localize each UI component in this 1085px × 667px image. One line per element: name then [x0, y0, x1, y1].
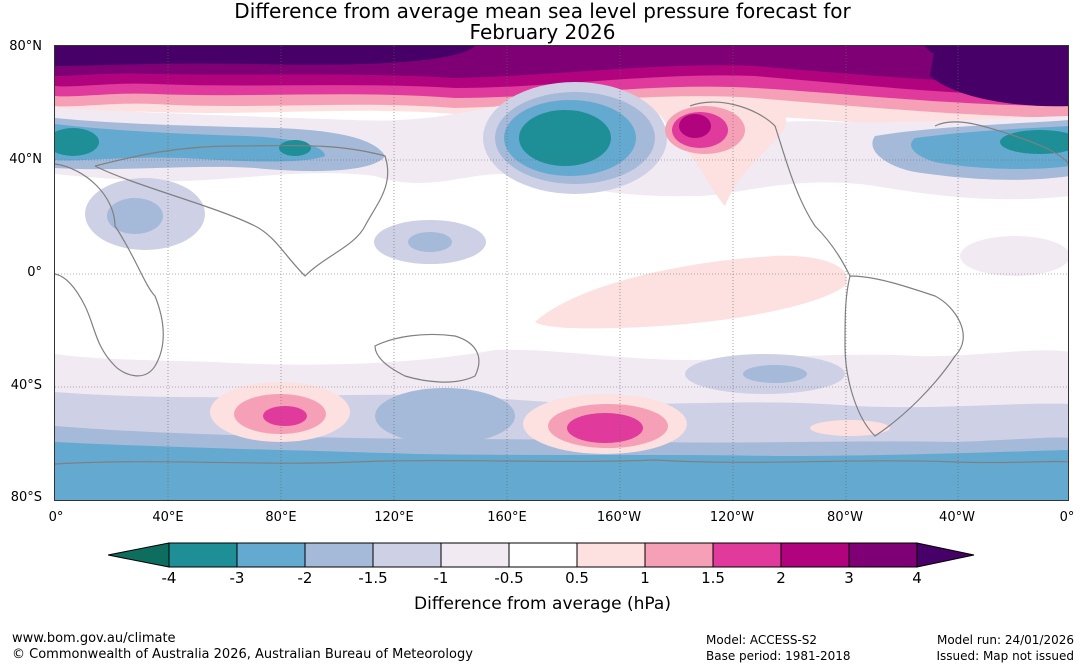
model-run: Model run: 24/01/2026 [936, 633, 1074, 647]
cb-label: 1 [640, 569, 650, 587]
colorbar-cell [848, 542, 918, 568]
lon-label-80w: 80°W [827, 510, 863, 525]
lon-label-80e: 80°E [265, 510, 297, 525]
colorbar-cell [372, 542, 442, 568]
lon-label-40w: 40°W [939, 510, 975, 525]
cb-label: -3 [229, 569, 245, 587]
cb-label: 1.5 [701, 569, 725, 587]
lon-label-120w: 120°W [709, 510, 755, 525]
south-negative-band-3 [55, 442, 1068, 500]
colorbar-cell [644, 542, 714, 568]
colorbar-cell [168, 542, 238, 568]
lat-label-40n: 40°N [9, 152, 42, 167]
model-name: Model: ACCESS-S2 [706, 633, 818, 647]
cb-label: 0.5 [565, 569, 589, 587]
coastlines [55, 101, 1068, 465]
cb-label: -4 [161, 569, 177, 587]
pressure-anomaly-map [54, 45, 1069, 501]
map-title-line2: February 2026 [469, 20, 616, 44]
cb-label: -1.5 [358, 569, 388, 587]
north-low-asia [279, 140, 311, 156]
lat-label-40s: 40°S [10, 378, 42, 393]
colorbar-cell [304, 542, 374, 568]
colorbar-cell [780, 542, 850, 568]
graticule [55, 46, 1068, 500]
colorbar-extend-high [916, 542, 975, 568]
issue-status: Issued: Map not issued [936, 649, 1074, 663]
colorbar-cell [440, 542, 510, 568]
colorbar-cell [236, 542, 306, 568]
cb-label: -1 [433, 569, 449, 587]
colorbar-cell [508, 542, 578, 568]
lon-label-0-left: 0° [48, 510, 64, 525]
lon-label-40e: 40°E [152, 510, 184, 525]
north-negative-core-w2 [55, 124, 325, 162]
lat-label-80s: 80°S [10, 490, 42, 505]
arctic-band-max [55, 46, 1068, 107]
tropical-atlantic-low [960, 236, 1068, 276]
lon-label-160w: 160°W [596, 510, 642, 525]
wpacific-low-2 [408, 232, 452, 252]
colorbar-cell [576, 542, 646, 568]
website-link[interactable]: www.bom.gov.au/climate [12, 631, 176, 646]
base-period: Base period: 1981-2018 [706, 649, 851, 663]
cb-label: -2 [297, 569, 313, 587]
lat-label-80n: 80°N [9, 39, 42, 54]
asia-low-2 [107, 198, 163, 234]
cb-label: 3 [844, 569, 854, 587]
s-atlantic-high [810, 420, 890, 436]
colorbar [108, 542, 975, 568]
lon-label-0-right: 0° [1059, 510, 1075, 525]
colorbar-title: Difference from average (hPa) [414, 594, 671, 614]
colorbar-extend-low [108, 542, 170, 568]
north-atlantic-low-3 [1000, 130, 1068, 154]
north-low-pacific-4 [519, 110, 611, 166]
lon-label-120e: 120°E [374, 510, 414, 525]
north-low-w [55, 128, 99, 156]
south-pacific-low-2 [743, 365, 807, 383]
npacific-high-4 [679, 114, 711, 138]
s-pacific-high-3 [567, 413, 643, 443]
lon-label-160e: 160°E [487, 510, 527, 525]
cb-label: 2 [776, 569, 786, 587]
map-title-line1: Difference from average mean sea level p… [234, 0, 851, 23]
cb-label: -0.5 [494, 569, 524, 587]
tropical-pacific-high [535, 255, 847, 329]
south-indian-low [375, 388, 515, 444]
colorbar-cell [712, 542, 782, 568]
map-canvas [55, 46, 1068, 500]
cb-label: 4 [912, 569, 922, 587]
s-indian-high-3 [263, 406, 307, 426]
lat-label-eq: 0° [27, 265, 42, 280]
copyright-notice: © Commonwealth of Australia 2026, Austra… [12, 647, 473, 662]
